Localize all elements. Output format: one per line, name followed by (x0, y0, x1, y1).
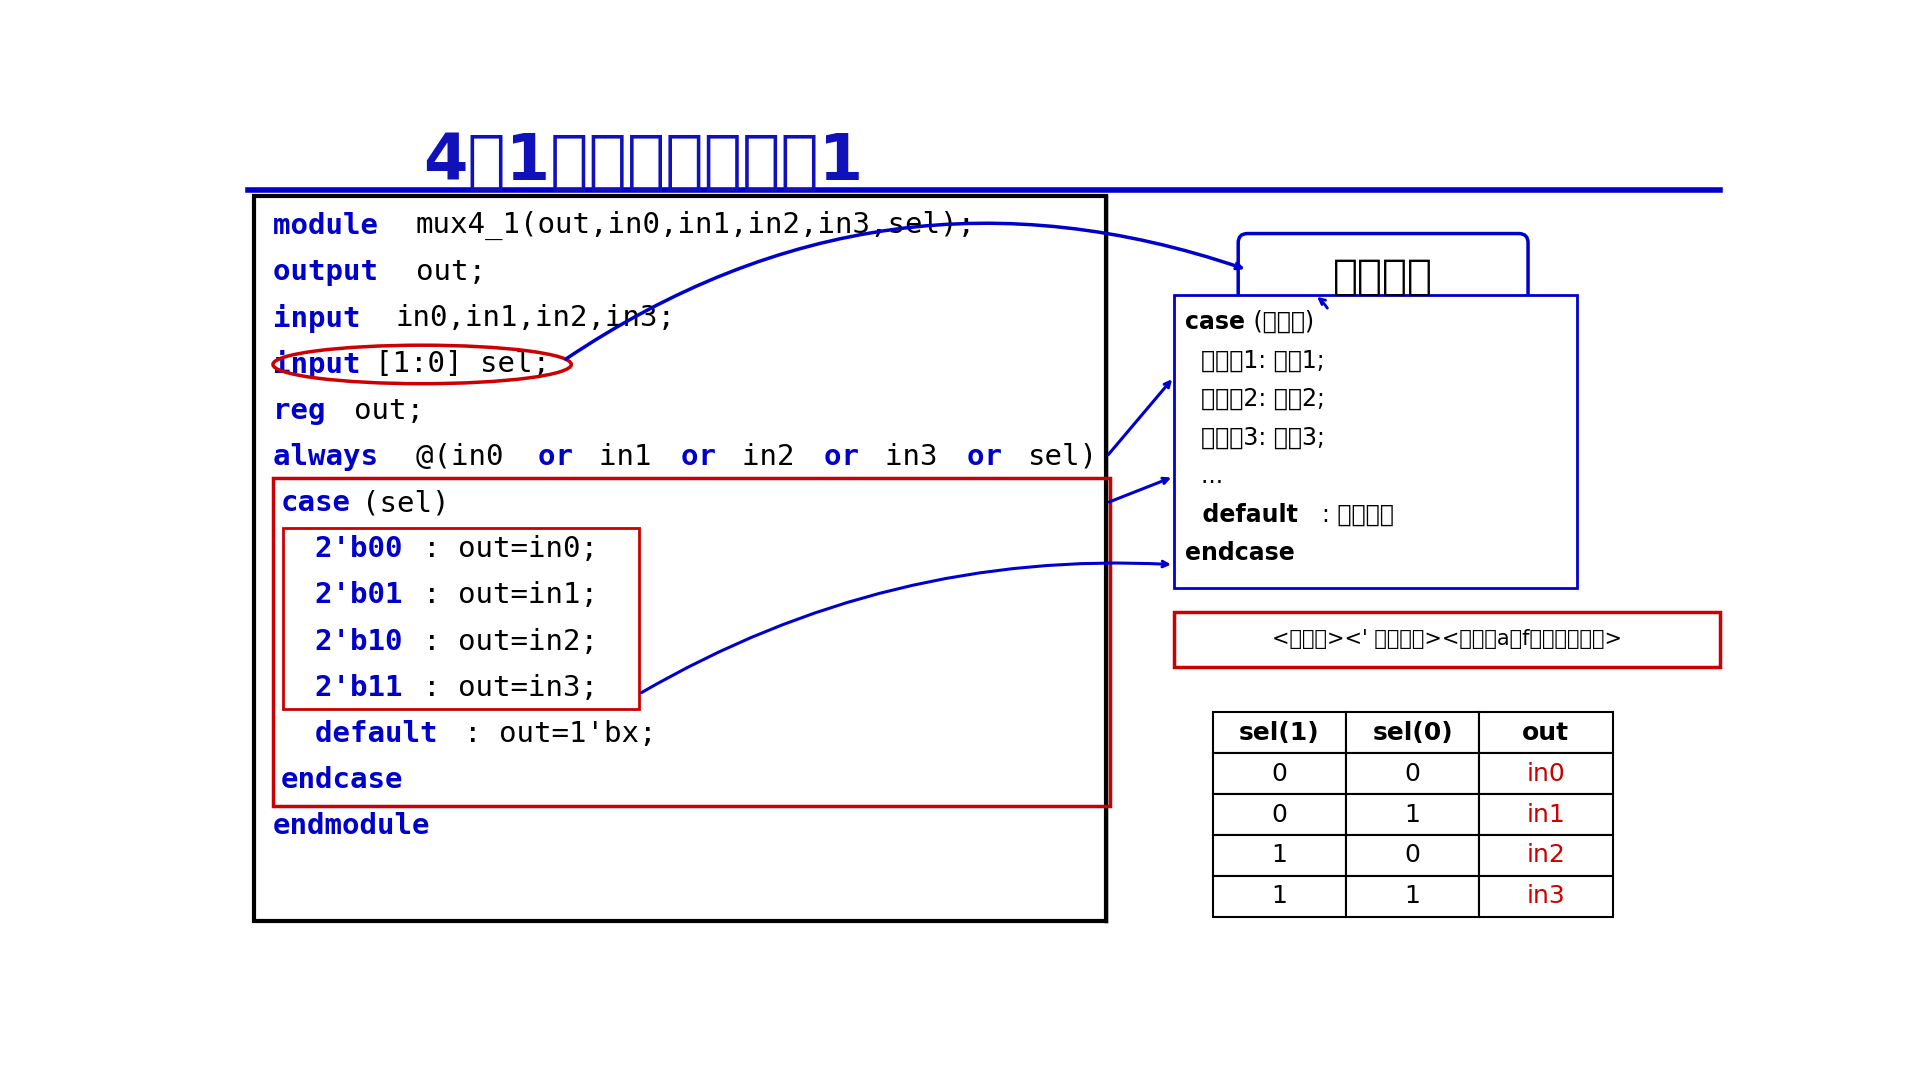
FancyBboxPatch shape (1213, 713, 1346, 754)
Text: : out=in1;: : out=in1; (422, 581, 599, 609)
Text: sel(0): sel(0) (1373, 720, 1453, 745)
Text: out;: out; (415, 258, 486, 286)
Text: out: out (1523, 720, 1569, 745)
Text: 0: 0 (1405, 761, 1421, 786)
FancyBboxPatch shape (1213, 754, 1346, 794)
FancyBboxPatch shape (253, 195, 1106, 921)
FancyBboxPatch shape (1478, 713, 1613, 754)
Text: out;: out; (355, 396, 424, 424)
Text: (sel): (sel) (363, 489, 449, 517)
Text: 1: 1 (1271, 843, 1286, 867)
FancyBboxPatch shape (1346, 713, 1478, 754)
FancyBboxPatch shape (1478, 794, 1613, 835)
FancyBboxPatch shape (1173, 295, 1576, 588)
Text: 2'b10: 2'b10 (280, 627, 403, 656)
Text: 1: 1 (1405, 802, 1421, 826)
Text: : out=in3;: : out=in3; (422, 674, 599, 702)
Text: ...: ... (1185, 464, 1223, 488)
Text: or: or (682, 443, 733, 471)
Text: input: input (273, 303, 378, 333)
Text: : out=1'bx;: : out=1'bx; (465, 720, 657, 748)
Text: : out=in0;: : out=in0; (422, 536, 599, 564)
FancyBboxPatch shape (1346, 835, 1478, 876)
Text: 1: 1 (1271, 885, 1286, 908)
Text: 2'b11: 2'b11 (280, 674, 403, 702)
FancyBboxPatch shape (1478, 876, 1613, 917)
Text: [1:0] sel;: [1:0] sel; (374, 350, 549, 378)
Text: <位长度><' 进制符号><数字及a到f（十六进制）>: <位长度><' 进制符号><数字及a到f（十六进制）> (1273, 630, 1622, 649)
Text: endcase: endcase (1185, 541, 1296, 565)
Text: 0: 0 (1405, 843, 1421, 867)
FancyBboxPatch shape (1346, 794, 1478, 835)
Text: case: case (280, 489, 349, 517)
FancyBboxPatch shape (1346, 754, 1478, 794)
Text: endcase: endcase (280, 766, 403, 794)
Text: in0: in0 (1526, 761, 1565, 786)
Text: module: module (273, 212, 396, 240)
Text: input: input (273, 350, 361, 379)
FancyBboxPatch shape (1213, 876, 1346, 917)
Text: sel): sel) (1029, 443, 1098, 471)
Text: default: default (1185, 502, 1298, 527)
Text: 矢量类型: 矢量类型 (1332, 256, 1432, 298)
Text: case: case (1185, 310, 1246, 334)
Text: 4选1数据选择器实例1: 4选1数据选择器实例1 (422, 131, 864, 193)
FancyBboxPatch shape (1346, 876, 1478, 917)
Text: sel(1): sel(1) (1238, 720, 1319, 745)
Text: 0: 0 (1271, 761, 1286, 786)
FancyBboxPatch shape (1478, 835, 1613, 876)
Text: output: output (273, 258, 396, 286)
Text: always: always (273, 443, 396, 471)
Text: in3: in3 (885, 443, 956, 471)
Text: 选项值3: 语句3;: 选项值3: 语句3; (1185, 426, 1325, 449)
Text: in1: in1 (599, 443, 670, 471)
Text: 1: 1 (1405, 885, 1421, 908)
Text: (表达式): (表达式) (1246, 310, 1313, 334)
Text: or: or (538, 443, 591, 471)
Text: default: default (280, 720, 438, 748)
Text: in2: in2 (1526, 843, 1565, 867)
Text: reg: reg (273, 396, 342, 424)
Text: in3: in3 (1526, 885, 1565, 908)
Text: 0: 0 (1271, 802, 1286, 826)
Text: 2'b01: 2'b01 (280, 581, 403, 609)
Text: 2'b00: 2'b00 (280, 536, 403, 564)
Text: endmodule: endmodule (273, 812, 430, 840)
FancyBboxPatch shape (1213, 794, 1346, 835)
Text: or: or (824, 443, 877, 471)
Text: in2: in2 (743, 443, 812, 471)
Text: 选项值1: 语句1;: 选项值1: 语句1; (1185, 349, 1325, 373)
Text: : 缺省语句: : 缺省语句 (1321, 502, 1394, 527)
Text: : out=in2;: : out=in2; (422, 627, 599, 656)
FancyBboxPatch shape (1238, 233, 1528, 320)
FancyBboxPatch shape (1173, 611, 1720, 667)
Text: in1: in1 (1526, 802, 1565, 826)
FancyBboxPatch shape (1478, 754, 1613, 794)
Text: in0,in1,in2,in3;: in0,in1,in2,in3; (396, 305, 676, 333)
Text: @(in0: @(in0 (415, 443, 520, 471)
Text: or: or (968, 443, 1020, 471)
FancyBboxPatch shape (1213, 835, 1346, 876)
Text: 选项值2: 语句2;: 选项值2: 语句2; (1185, 387, 1325, 411)
Text: mux4_1(out,in0,in1,in2,in3,sel);: mux4_1(out,in0,in1,in2,in3,sel); (415, 212, 975, 241)
